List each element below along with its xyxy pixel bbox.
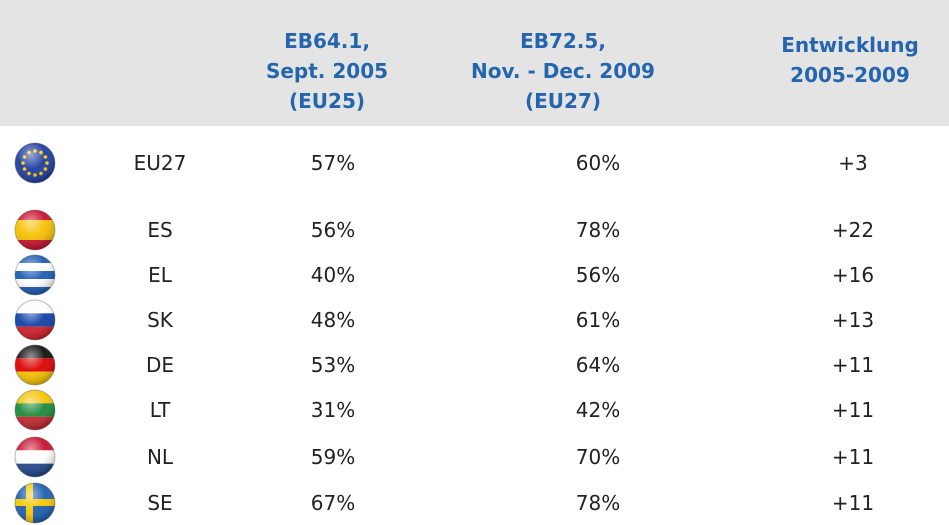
- value-2009: 70%: [575, 445, 621, 469]
- change: +3: [838, 151, 868, 175]
- header-line: Nov. - Dec. 2009: [471, 59, 655, 83]
- value-2005: 57%: [310, 151, 356, 175]
- value-2005: 53%: [310, 353, 356, 377]
- column-header: EB72.5, Nov. - Dec. 2009 (EU27): [413, 26, 713, 116]
- value-2005: 40%: [310, 263, 356, 287]
- flag-icon: [14, 254, 56, 296]
- country: EU27: [133, 151, 187, 175]
- flag-icon: [14, 299, 56, 341]
- header-line: (EU27): [524, 89, 601, 113]
- change: +11: [831, 353, 875, 377]
- flag-icon: [14, 209, 56, 251]
- country: SK: [147, 308, 173, 332]
- value-2009: 78%: [575, 218, 621, 242]
- value-2005: 67%: [310, 491, 356, 515]
- header-line: EB64.1,: [284, 29, 370, 53]
- country: DE: [145, 353, 175, 377]
- column-header: Entwicklung 2005-2009: [750, 30, 949, 90]
- flag-icon: [14, 344, 56, 386]
- change: +11: [831, 491, 875, 515]
- column-header: EB64.1, Sept. 2005 (EU25): [207, 26, 447, 116]
- value-2005: 31%: [310, 398, 356, 422]
- value-2009: 60%: [575, 151, 621, 175]
- header-band: [0, 0, 949, 126]
- value-2009: 78%: [575, 491, 621, 515]
- value-2009: 42%: [575, 398, 621, 422]
- value-2005: 59%: [310, 445, 356, 469]
- change: +22: [831, 218, 875, 242]
- change: +11: [831, 398, 875, 422]
- country: ES: [147, 218, 173, 242]
- flag-icon: [14, 142, 56, 184]
- header-line: Sept. 2005: [265, 59, 389, 83]
- value-2009: 61%: [575, 308, 621, 332]
- value-2009: 56%: [575, 263, 621, 287]
- value-2005: 56%: [310, 218, 356, 242]
- value-2005: 48%: [310, 308, 356, 332]
- country: SE: [147, 491, 173, 515]
- change: +13: [831, 308, 875, 332]
- header-line: 2005-2009: [790, 63, 910, 87]
- flag-icon: [14, 436, 56, 478]
- header-line: EB72.5,: [520, 29, 606, 53]
- header-line: Entwicklung: [781, 33, 919, 57]
- change: +16: [831, 263, 875, 287]
- change: +11: [831, 445, 875, 469]
- country: LT: [149, 398, 171, 422]
- value-2009: 64%: [575, 353, 621, 377]
- header-line: (EU25): [288, 89, 365, 113]
- flag-icon: [14, 389, 56, 431]
- country: EL: [148, 263, 172, 287]
- country: NL: [146, 445, 174, 469]
- flag-icon: [14, 482, 56, 524]
